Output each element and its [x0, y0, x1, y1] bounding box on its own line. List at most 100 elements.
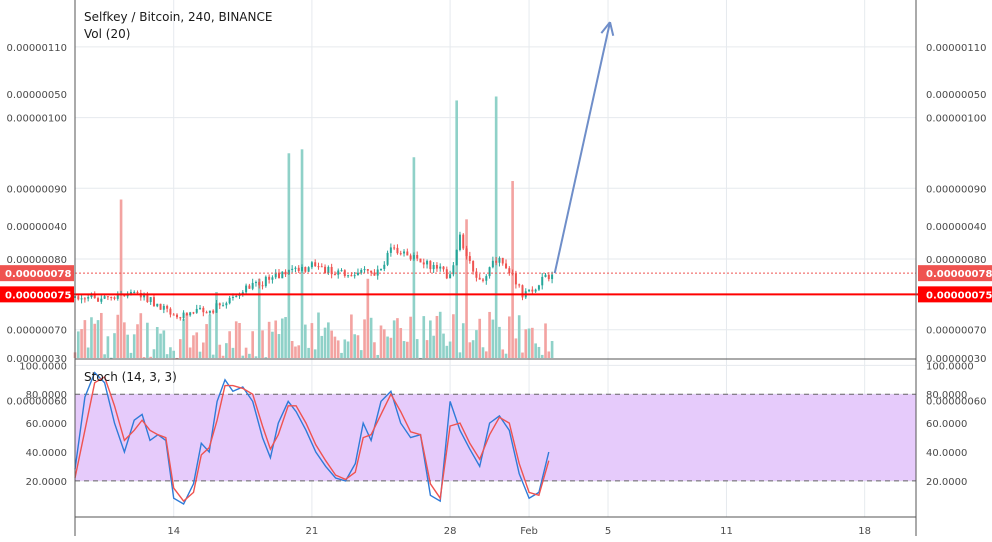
- candle-body: [478, 277, 481, 280]
- volume-tick-label: 0.00000040: [926, 222, 986, 233]
- stoch-tick-label: 60.0000: [926, 419, 967, 430]
- volume-bar: [524, 329, 528, 358]
- volume-bar: [346, 341, 350, 358]
- arrow-head: [609, 21, 615, 36]
- volume-bar: [336, 340, 340, 358]
- candle-body: [468, 256, 471, 262]
- stoch-d-line: [74, 375, 550, 503]
- volume-bar: [113, 333, 116, 358]
- volume-bar: [379, 325, 383, 358]
- candle-body: [350, 275, 353, 277]
- volume-bar: [343, 339, 347, 358]
- stoch-tick-label: 100.0000: [19, 361, 67, 372]
- candle-body: [356, 272, 359, 276]
- volume-bar: [129, 352, 133, 358]
- candle-body: [83, 298, 86, 300]
- time-tick-label: 14: [167, 526, 180, 537]
- volume-bar: [455, 100, 458, 359]
- candle-body: [152, 297, 155, 307]
- candle-body: [544, 274, 547, 277]
- volume-bar: [175, 357, 179, 359]
- candle-body: [429, 260, 432, 270]
- candle-body: [505, 263, 508, 269]
- candle-body: [376, 269, 379, 276]
- candle-body: [531, 289, 534, 292]
- volume-bar: [544, 323, 547, 358]
- candle-body: [310, 262, 313, 268]
- candle-body: [169, 308, 172, 315]
- time-tick-label: 11: [720, 526, 733, 537]
- candle-body: [245, 285, 248, 293]
- candle-body: [379, 268, 382, 270]
- candle-body: [317, 266, 320, 268]
- candle-body: [189, 312, 192, 316]
- support-badge-left-bg: [0, 286, 74, 303]
- volume-bar: [422, 316, 426, 358]
- time-tick-label: 5: [605, 526, 611, 537]
- volume-bar: [294, 346, 297, 358]
- volume-bar: [126, 334, 129, 358]
- stoch-tick-label: 100.0000: [926, 361, 974, 372]
- volume-bar: [287, 153, 291, 358]
- candle-body: [208, 310, 211, 313]
- candle-body: [228, 297, 231, 304]
- volume-bar: [152, 349, 156, 358]
- candle-body: [389, 247, 392, 253]
- candle-body: [301, 267, 304, 271]
- volume-bar: [267, 321, 271, 358]
- price-tick-label: 0.00000090: [7, 184, 67, 195]
- volume-bar: [116, 314, 120, 358]
- volume-bar: [409, 316, 412, 358]
- volume-bar: [438, 311, 442, 358]
- volume-bar: [280, 318, 284, 358]
- candle-body: [419, 258, 422, 263]
- candle-body: [199, 307, 202, 309]
- candle-body: [514, 273, 517, 285]
- stoch-legend: Stoch (14, 3, 3): [84, 370, 177, 384]
- volume-bar: [527, 328, 531, 358]
- volume-bar: [389, 337, 393, 358]
- candle-body: [291, 268, 294, 270]
- candle-body: [241, 292, 244, 294]
- candle-body: [192, 312, 195, 314]
- volume-bar: [340, 352, 343, 358]
- candle-body: [136, 291, 139, 293]
- current-price-badge-right-bg: [918, 265, 992, 282]
- candle-body: [123, 294, 126, 297]
- volume-bar: [132, 334, 136, 358]
- volume-bar: [468, 342, 472, 358]
- candle-body: [87, 297, 90, 299]
- candle-body: [281, 271, 284, 279]
- volume-bar: [382, 329, 386, 358]
- candle-body: [251, 282, 254, 289]
- volume-bar: [327, 322, 330, 358]
- volume-bar: [310, 323, 314, 358]
- volume-bar: [317, 312, 320, 358]
- candle-body: [485, 276, 488, 281]
- candle-body: [521, 285, 524, 298]
- support-badge-right: 0.00000075: [926, 290, 992, 301]
- candle-body: [320, 266, 323, 268]
- volume-bar: [139, 313, 143, 358]
- current-price-badge-left-bg: [0, 265, 74, 282]
- candle-body: [547, 274, 550, 280]
- volume-bar: [399, 328, 403, 358]
- volume-bar: [123, 322, 126, 358]
- candle-body: [396, 247, 399, 254]
- volume-bar: [185, 313, 189, 358]
- candlesticks: [74, 231, 554, 321]
- stoch-tick-label: 40.0000: [926, 448, 967, 459]
- candle-body: [205, 312, 208, 314]
- volume-bar: [261, 330, 264, 358]
- volume-bar: [350, 314, 353, 358]
- volume-bar: [80, 329, 83, 358]
- volume-bar: [155, 327, 159, 358]
- arrow-head: [600, 21, 611, 34]
- projection-arrow[interactable]: [553, 21, 615, 274]
- volume-bar: [396, 318, 399, 358]
- volume-bar: [208, 314, 212, 358]
- volume-bar: [465, 219, 468, 358]
- volume-bar: [241, 355, 245, 358]
- volume-bar: [432, 335, 435, 358]
